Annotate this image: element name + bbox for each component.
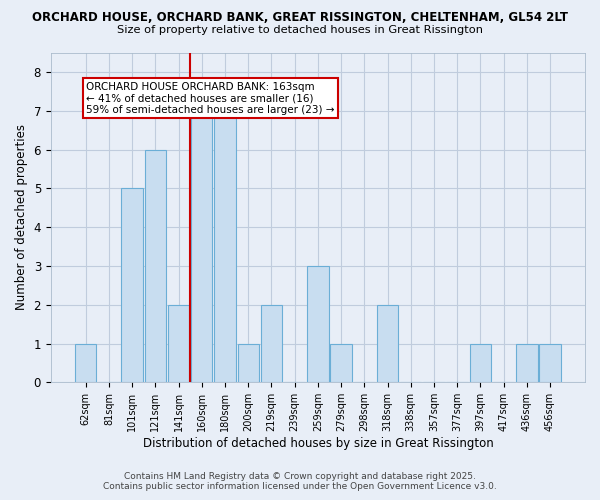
Bar	[516, 344, 538, 382]
Text: ORCHARD HOUSE ORCHARD BANK: 163sqm
← 41% of detached houses are smaller (16)
59%: ORCHARD HOUSE ORCHARD BANK: 163sqm ← 41%…	[86, 82, 335, 115]
Bar	[331, 344, 352, 382]
Bar	[539, 344, 561, 382]
X-axis label: Distribution of detached houses by size in Great Rissington: Distribution of detached houses by size …	[143, 437, 493, 450]
Bar	[238, 344, 259, 382]
Bar	[168, 304, 189, 382]
Text: Size of property relative to detached houses in Great Rissington: Size of property relative to detached ho…	[117, 25, 483, 35]
Bar	[145, 150, 166, 382]
Text: ORCHARD HOUSE, ORCHARD BANK, GREAT RISSINGTON, CHELTENHAM, GL54 2LT: ORCHARD HOUSE, ORCHARD BANK, GREAT RISSI…	[32, 11, 568, 24]
Bar	[307, 266, 329, 382]
Bar	[377, 304, 398, 382]
Bar	[261, 304, 282, 382]
Y-axis label: Number of detached properties: Number of detached properties	[15, 124, 28, 310]
Text: Contains HM Land Registry data © Crown copyright and database right 2025.
Contai: Contains HM Land Registry data © Crown c…	[103, 472, 497, 491]
Bar	[191, 110, 212, 382]
Bar	[470, 344, 491, 382]
Bar	[121, 188, 143, 382]
Bar	[214, 110, 236, 382]
Bar	[75, 344, 97, 382]
